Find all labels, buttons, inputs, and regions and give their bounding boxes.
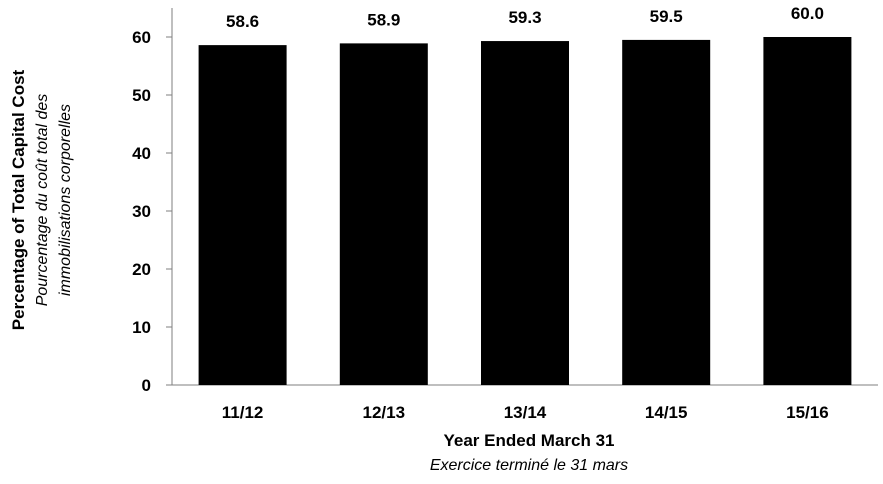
y-tick-label: 0 — [142, 376, 151, 395]
data-label: 58.6 — [226, 12, 259, 31]
y-tick-label: 60 — [132, 28, 151, 47]
data-label: 58.9 — [367, 10, 400, 29]
x-ticks: 11/12 12/13 13/14 14/15 15/16 — [222, 403, 829, 422]
x-axis-title-fr: Exercice terminé le 31 mars — [430, 457, 628, 474]
x-tick-label: 14/15 — [645, 403, 688, 422]
y-tick-label: 30 — [132, 202, 151, 221]
y-tick-label: 20 — [132, 260, 151, 279]
y-tick-label: 10 — [132, 318, 151, 337]
data-label: 59.3 — [508, 8, 541, 27]
bar — [763, 37, 852, 385]
data-labels: 58.6 58.9 59.3 59.5 60.0 — [226, 4, 824, 31]
x-tick-label: 13/14 — [504, 403, 547, 422]
y-axis-title-fr-line1: Pourcentage du coût total des — [34, 94, 51, 307]
bar — [198, 45, 287, 386]
bar — [481, 41, 569, 386]
data-label: 59.5 — [650, 7, 683, 26]
bar — [622, 39, 711, 386]
x-tick-label: 11/12 — [222, 403, 264, 422]
y-tick-label: 40 — [132, 144, 151, 163]
y-axis-titles: Percentage of Total Capital Cost Pourcen… — [9, 69, 74, 330]
x-axis-title: Year Ended March 31 — [443, 431, 614, 450]
y-axis-title-fr-line2: immobilisations corporelles — [57, 104, 74, 296]
bars — [198, 37, 852, 386]
data-label: 60.0 — [791, 4, 824, 23]
bar — [339, 43, 428, 385]
y-tick-label: 50 — [132, 86, 151, 105]
x-tick-label: 12/13 — [363, 403, 406, 422]
y-ticks: 0 10 20 30 40 50 60 — [132, 28, 172, 395]
x-tick-label: 15/16 — [786, 403, 829, 422]
y-axis-title: Percentage of Total Capital Cost — [9, 69, 28, 330]
